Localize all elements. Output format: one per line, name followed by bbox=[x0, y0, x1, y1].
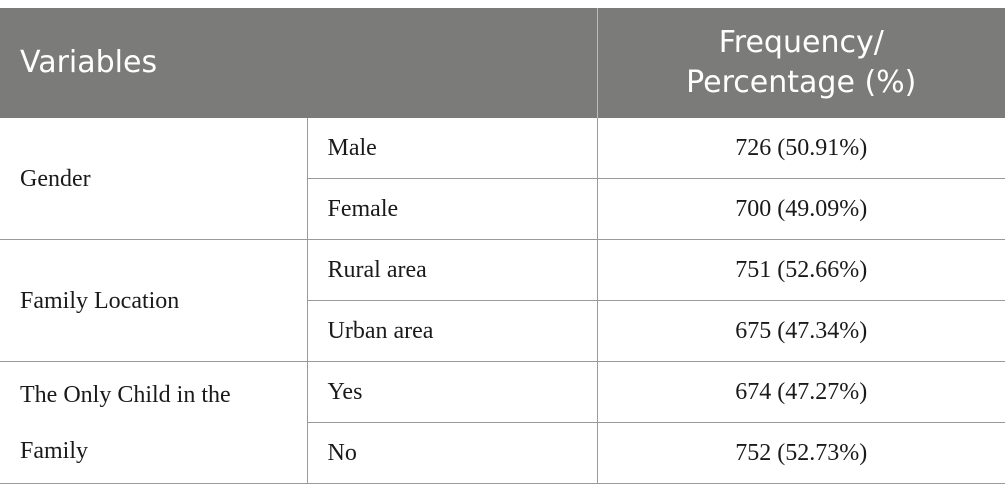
demographics-table: Variables Frequency/Percentage (%) Gende… bbox=[0, 8, 1005, 484]
table-row: The Only Child in the Family Yes 674 (47… bbox=[0, 361, 1005, 484]
table-row: Gender Male 726 (50.91%) bbox=[0, 118, 1005, 240]
header-frequency-line1: Frequency/ bbox=[718, 25, 884, 60]
category-cell: Urban area bbox=[307, 300, 598, 362]
value-cell: 700 (49.09%) bbox=[597, 178, 1005, 240]
table-row: Family Location Rural area 751 (52.66%) bbox=[0, 239, 1005, 362]
category-cell: Yes bbox=[307, 361, 598, 423]
category-cell: Female bbox=[307, 178, 598, 240]
table-header: Variables Frequency/Percentage (%) bbox=[0, 8, 1005, 118]
value-cell: 674 (47.27%) bbox=[597, 361, 1005, 423]
variable-cell-gender: Gender bbox=[0, 118, 308, 240]
category-cell: No bbox=[307, 422, 598, 484]
category-cell: Rural area bbox=[307, 239, 598, 301]
variable-cell-only-child: The Only Child in the Family bbox=[0, 361, 308, 484]
value-cell: 675 (47.34%) bbox=[597, 300, 1005, 362]
header-variables: Variables bbox=[0, 8, 598, 118]
value-cell: 752 (52.73%) bbox=[597, 422, 1005, 484]
category-cell: Male bbox=[307, 118, 598, 179]
header-row: Variables Frequency/Percentage (%) bbox=[0, 8, 1005, 118]
table-row: Urban area 675 (47.34%) bbox=[0, 300, 1005, 362]
header-frequency: Frequency/Percentage (%) bbox=[597, 8, 1005, 118]
table-row: Female 700 (49.09%) bbox=[0, 178, 1005, 240]
value-cell: 751 (52.66%) bbox=[597, 239, 1005, 301]
table-body: Gender Male 726 (50.91%) Female 700 (49.… bbox=[0, 118, 1005, 484]
value-cell: 726 (50.91%) bbox=[597, 118, 1005, 179]
header-frequency-line2: Percentage (%) bbox=[686, 65, 917, 100]
variable-cell-family-location: Family Location bbox=[0, 239, 308, 362]
table-row: No 752 (52.73%) bbox=[0, 422, 1005, 484]
